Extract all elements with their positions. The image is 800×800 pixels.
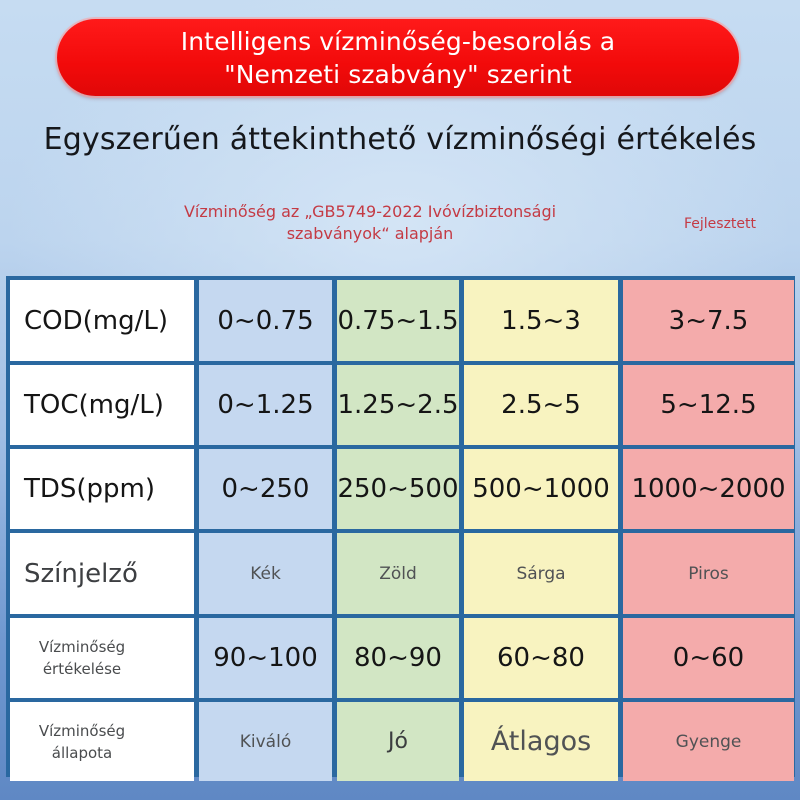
score-red-range: 0~60: [623, 618, 794, 698]
row-label-score-line-1: Vízminőség: [38, 638, 126, 656]
cod-red-range: 3~7.5: [623, 280, 794, 361]
row-label-score-line-2: értékelése: [42, 660, 122, 678]
row-label-score: Vízminőség értékelése: [10, 618, 194, 698]
page-headline: Egyszerűen áttekinthető vízminőségi érté…: [43, 122, 757, 157]
color-blue: Kék: [199, 533, 332, 614]
tds-green-range: 250~500: [337, 449, 459, 529]
toc-red-range: 5~12.5: [623, 365, 794, 445]
tds-yellow-range: 500~1000: [464, 449, 618, 529]
status-poor: Gyenge: [623, 702, 794, 781]
color-red: Piros: [623, 533, 794, 614]
cod-green-range: 0.75~1.5: [337, 280, 459, 361]
status-average: Átlagos: [464, 702, 618, 781]
standard-note-line-1: Vízminőség az „GB5749-2022 Ivóvízbiztons…: [183, 202, 557, 221]
cod-blue-range: 0~0.75: [199, 280, 332, 361]
title-banner-line-2: "Nemzeti szabvány" szerint: [224, 59, 572, 89]
row-label-cod: COD(mg/L): [10, 280, 194, 361]
score-yellow-range: 60~80: [464, 618, 618, 698]
standard-note: Vízminőség az „GB5749-2022 Ivóvízbiztons…: [110, 201, 630, 245]
tds-red-range: 1000~2000: [623, 449, 794, 529]
score-blue-range: 90~100: [199, 618, 332, 698]
status-excellent: Kiváló: [199, 702, 332, 781]
toc-blue-range: 0~1.25: [199, 365, 332, 445]
row-label-status-line-2: állapota: [51, 743, 113, 762]
title-banner-line-1: Intelligens vízminőség-besorolás a: [180, 26, 616, 56]
cod-yellow-range: 1.5~3: [464, 280, 618, 361]
color-yellow: Sárga: [464, 533, 618, 614]
status-good: Jó: [337, 702, 459, 781]
toc-green-range: 1.25~2.5: [337, 365, 459, 445]
row-label-status-line-1: Vízminőség: [38, 721, 126, 740]
water-quality-table: COD(mg/L) 0~0.75 0.75~1.5 1.5~3 3~7.5 TO…: [6, 276, 795, 781]
row-label-color-indicator: Színjelző: [10, 533, 194, 614]
title-banner: Intelligens vízminőség-besorolás a "Nemz…: [57, 19, 739, 96]
score-green-range: 80~90: [337, 618, 459, 698]
upgraded-label: Fejlesztett: [683, 216, 757, 232]
row-label-tds: TDS(ppm): [10, 449, 194, 529]
toc-yellow-range: 2.5~5: [464, 365, 618, 445]
row-label-status: Vízminőség állapota: [10, 702, 194, 781]
color-green: Zöld: [337, 533, 459, 614]
tds-blue-range: 0~250: [199, 449, 332, 529]
standard-note-line-2: szabványok“ alapján: [286, 224, 454, 243]
row-label-toc: TOC(mg/L): [10, 365, 194, 445]
